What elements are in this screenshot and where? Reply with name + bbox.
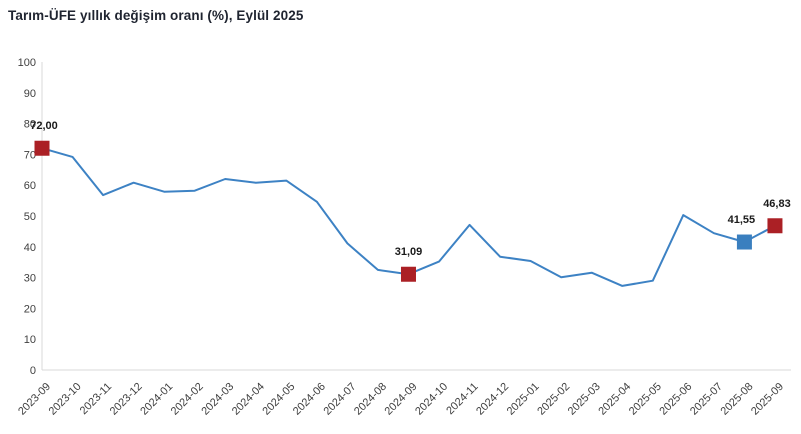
y-tick-label: 10 [24,334,36,346]
data-point-label: 31,09 [395,246,423,258]
data-point-label: 72,00 [30,120,58,132]
x-tick-label: 2025-08 [719,381,756,418]
x-tick-label: 2024-09 [383,381,420,418]
x-tick-label: 2025-04 [596,381,633,418]
data-point-label: 41,55 [728,214,756,226]
series-line [41,147,776,287]
x-tick-label: 2025-06 [657,381,694,418]
data-point-label: 46,83 [763,198,791,210]
data-point-marker[interactable] [767,218,783,234]
x-tick-label: 2024-11 [444,381,480,417]
x-tick-label: 2024-10 [413,381,450,418]
y-tick-label: 60 [24,180,36,192]
data-point-marker[interactable] [34,140,50,156]
x-tick-label: 2025-07 [688,381,725,418]
y-tick-label: 100 [18,57,36,69]
x-tick-label: 2025-02 [535,381,572,418]
x-tick-label: 2024-08 [352,381,389,418]
x-tick-label: 2024-02 [169,381,206,418]
x-tick-label: 2024-12 [474,381,511,418]
data-point-marker[interactable] [400,266,416,282]
x-tick-label: 2025-09 [749,381,786,418]
y-tick-label: 30 [24,273,36,285]
x-tick-label: 2025-05 [627,381,664,418]
x-tick-label: 2025-03 [566,381,603,418]
y-tick-label: 70 [24,149,36,161]
x-tick-label: 2025-01 [505,381,542,418]
y-tick-label: 50 [24,211,36,223]
y-tick-label: 20 [24,303,36,315]
y-tick-label: 0 [30,365,36,377]
y-tick-label: 90 [24,88,36,100]
x-tick-label: 2023-09 [16,381,53,418]
y-tick-label: 80 [24,119,36,131]
x-tick-label: 2023-10 [47,381,84,418]
x-tick-label: 2024-07 [321,381,358,418]
x-tick-label: 2024-03 [199,381,236,418]
x-tick-label: 2023-11 [78,381,114,417]
x-tick-label: 2023-12 [108,381,145,418]
x-tick-label: 2024-04 [230,381,267,418]
x-tick-label: 2024-01 [138,381,175,418]
y-tick-label: 40 [24,242,36,254]
x-tick-label: 2024-06 [291,381,328,418]
x-tick-label: 2024-05 [260,381,297,418]
chart-title: Tarım-ÜFE yıllık değişim oranı (%), Eylü… [8,8,304,23]
data-point-marker[interactable] [736,234,752,250]
